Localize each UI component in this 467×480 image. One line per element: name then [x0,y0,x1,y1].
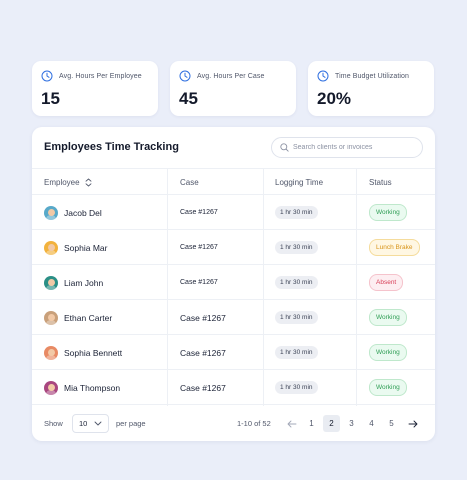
clock-icon [41,70,53,82]
logging-time-pill: 1 hr 30 min [275,381,318,394]
logging-time-pill: 1 hr 30 min [275,206,318,219]
employee-cell: Liam John [44,265,103,300]
case-id: Case #1267 [180,382,226,393]
search-input[interactable] [293,144,413,151]
logging-time-cell: 1 hr 30 min [275,370,318,405]
column-header-status: Status [369,177,392,187]
table-title: Employees Time Tracking [44,141,179,153]
table-row[interactable]: Jacob Del Case #1267 1 hr 30 min Working [32,195,435,230]
clock-icon [317,70,329,82]
case-id: Case #1267 [180,347,226,358]
avatar [44,310,58,325]
logging-time-pill: 1 hr 30 min [275,311,318,324]
case-cell: Case #1267 [180,265,218,300]
page-5-button[interactable]: 5 [389,419,394,428]
page-1-button[interactable]: 1 [309,419,314,428]
status-cell: Lunch Brake [369,230,420,265]
status-badge: Absent [369,274,404,291]
stat-label: Time Budget Utilization [335,72,410,80]
page-3-button[interactable]: 3 [349,419,354,428]
table-row[interactable]: Sophia Bennett Case #1267 1 hr 30 min Worki… [32,335,435,370]
status-cell: Working [369,370,407,405]
employee-name: Ethan Carter [64,312,113,323]
case-id: Case #1267 [180,209,218,216]
logging-time-pill: 1 hr 30 min [275,346,318,359]
employee-name: Jacob Del [64,207,102,218]
employee-cell: Jacob Del [44,195,102,230]
search-box[interactable] [271,137,423,158]
page-4-button[interactable]: 4 [369,419,374,428]
employee-cell: Sophia Mar [44,230,107,265]
status-cell: Absent [369,265,404,300]
case-id: Case #1267 [180,244,218,251]
case-cell: Case #1267 [180,335,226,370]
per-page-select[interactable]: 10 [72,414,109,433]
stat-value: 45 [179,89,198,108]
per-page-value: 10 [79,419,88,428]
logging-time-cell: 1 hr 30 min [275,265,318,300]
employee-name: Mia Thompson [64,382,121,393]
status-cell: Working [369,300,407,335]
page-2-button[interactable]: 2 [323,415,340,432]
employee-cell: Mia Thompson [44,370,120,405]
table-row[interactable]: Mia Thompson Case #1267 1 hr 30 min Working [32,370,435,405]
avatar [44,345,58,360]
status-badge: Lunch Brake [369,239,420,256]
clock-icon [179,70,191,82]
per-page-label: per page [116,419,146,428]
table-row[interactable]: Liam John Case #1267 1 hr 30 min Absent [32,265,435,300]
stat-label: Avg. Hours Per Case [197,72,265,80]
logging-time-cell: 1 hr 30 min [275,300,318,335]
sort-icon[interactable] [85,178,92,187]
employee-name: Sophia Bennett [64,347,123,358]
stat-card-time-budget: Time Budget Utilization 20% [308,61,434,116]
status-cell: Working [369,335,407,370]
avatar [44,380,58,395]
arrow-right-icon[interactable] [404,415,421,432]
show-label: Show [44,419,63,428]
stat-value: 15 [41,89,60,108]
logging-time-pill: 1 hr 30 min [275,276,318,289]
column-header-logging-time: Logging Time [275,177,324,187]
case-cell: Case #1267 [180,195,218,230]
case-cell: Case #1267 [180,370,226,405]
logging-time-pill: 1 hr 30 min [275,241,318,254]
stat-card-avg-hours-employee: Avg. Hours Per Employee 15 [32,61,158,116]
column-header-employee[interactable]: Employee [44,169,92,195]
logging-time-cell: 1 hr 30 min [275,335,318,370]
case-id: Case #1267 [180,312,226,323]
status-cell: Working [369,195,407,230]
status-badge: Working [369,204,407,221]
case-id: Case #1267 [180,279,218,286]
chevron-down-icon [94,421,102,426]
employees-time-tracking-card: Employees Time Tracking Employee Case Lo… [32,127,435,441]
table-row[interactable]: Sophia Mar Case #1267 1 hr 30 min Lunch Bra… [32,230,435,265]
employee-name: Liam John [64,277,104,288]
case-cell: Case #1267 [180,230,218,265]
arrow-left-icon[interactable] [283,415,300,432]
stat-value: 20% [317,89,352,108]
search-icon [280,143,289,152]
status-badge: Working [369,379,407,396]
logging-time-cell: 1 hr 30 min [275,230,318,265]
employee-cell: Sophia Bennett [44,335,122,370]
page-range: 1-10 of 52 [237,419,271,428]
table-header: Employee Case Logging Time Status [32,168,435,195]
logging-time-cell: 1 hr 30 min [275,195,318,230]
employee-cell: Ethan Carter [44,300,112,335]
stat-card-avg-hours-case: Avg. Hours Per Case 45 [170,61,296,116]
column-header-case: Case [180,177,199,187]
status-badge: Working [369,309,407,326]
avatar [44,205,58,220]
avatar [44,275,58,290]
table-row[interactable]: Ethan Carter Case #1267 1 hr 30 min Working [32,300,435,335]
avatar [44,240,58,255]
case-cell: Case #1267 [180,300,226,335]
employee-name: Sophia Mar [64,242,108,253]
stat-label: Avg. Hours Per Employee [59,72,142,80]
status-badge: Working [369,344,407,361]
